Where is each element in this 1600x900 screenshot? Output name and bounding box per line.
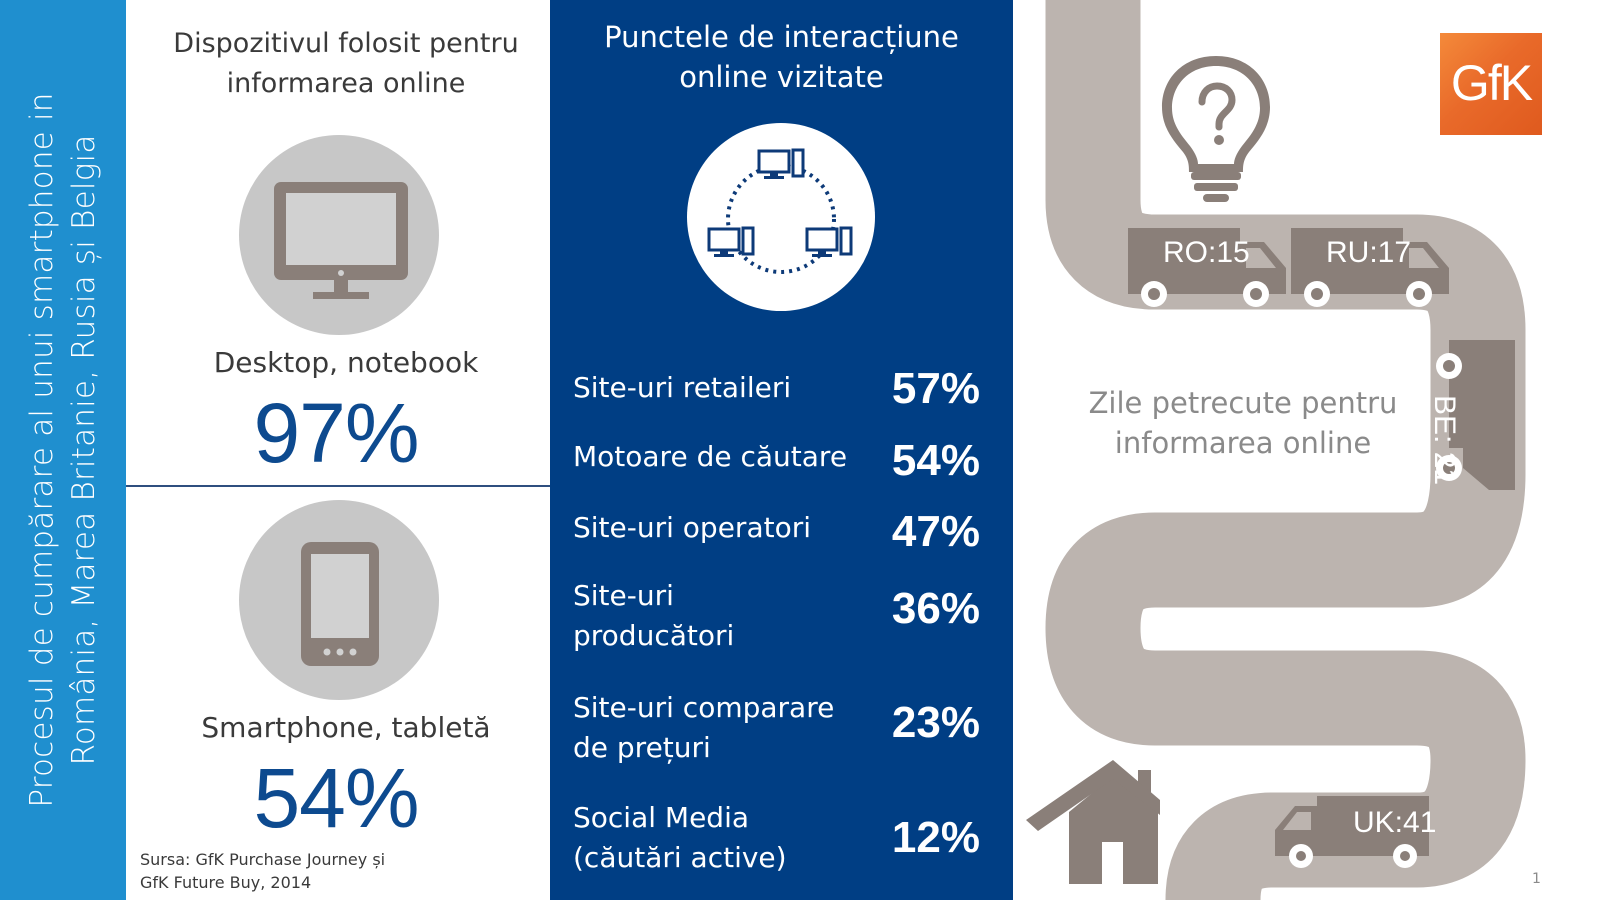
page-number: 1 bbox=[1532, 871, 1541, 887]
winding-road bbox=[1026, 0, 1526, 900]
touchpoint-label-line1: Motoare de căutare bbox=[573, 440, 848, 473]
journey-section: Zile petrecute pentru informarea online … bbox=[1013, 0, 1600, 900]
source-note: Sursa: GfK Purchase Journey și GfK Futur… bbox=[140, 848, 385, 894]
truck-ru-icon bbox=[1291, 228, 1449, 307]
journey-caption: Zile petrecute pentru informarea online bbox=[1073, 383, 1413, 463]
touchpoint-label-operators: Site-uri operatori bbox=[573, 508, 863, 548]
touchpoint-label-line2: producători bbox=[573, 619, 735, 652]
truck-label-uk: UK:41 bbox=[1353, 806, 1437, 839]
journey-caption-line2: informarea online bbox=[1114, 426, 1372, 460]
source-line2: GfK Future Buy, 2014 bbox=[140, 873, 312, 892]
gfk-logo: GfK bbox=[1440, 33, 1542, 135]
touchpoint-label-line1: Site-uri operatori bbox=[573, 511, 811, 544]
touchpoint-label-line1: Site-uri comparare bbox=[573, 691, 835, 724]
touchpoint-label-line1: Social Media bbox=[573, 801, 750, 834]
truck-label-ro: RO:15 bbox=[1163, 236, 1250, 269]
touchpoint-value-social-media: 12% bbox=[891, 813, 980, 862]
touchpoint-value-price-comparison: 23% bbox=[891, 698, 980, 747]
touchpoint-label-line2: (căutări active) bbox=[573, 841, 787, 874]
infographic-title-line2: România, Marea Britanie, Rusia și Belgia bbox=[66, 134, 102, 766]
touchpoints-title-line2: online vizitate bbox=[679, 60, 884, 94]
truck-uk-icon bbox=[1275, 796, 1429, 868]
touchpoint-label-retailers: Site-uri retaileri bbox=[573, 368, 863, 408]
touchpoint-label-line2: de prețuri bbox=[573, 731, 711, 764]
touchpoint-label-social-media: Social Media (căutări active) bbox=[573, 798, 863, 878]
computer-network-icon bbox=[707, 148, 853, 274]
touchpoint-value-search-engines: 54% bbox=[891, 436, 980, 485]
lightbulb-question-icon bbox=[1162, 56, 1270, 202]
truck-ro-icon bbox=[1128, 228, 1286, 307]
devices-section: Dispozitivul folosit pentru informarea o… bbox=[126, 0, 550, 900]
desktop-label: Desktop, notebook bbox=[213, 346, 479, 379]
section-divider bbox=[126, 485, 550, 487]
desktop-percentage: 97% bbox=[253, 386, 419, 480]
touchpoint-label-line1: Site-uri retaileri bbox=[573, 371, 792, 404]
mobile-label: Smartphone, tabletă bbox=[201, 711, 491, 744]
desktop-monitor-icon bbox=[274, 182, 408, 299]
journey-caption-line1: Zile petrecute pentru bbox=[1088, 386, 1398, 420]
mobile-percentage: 54% bbox=[253, 751, 419, 845]
truck-label-be: BE: 21 bbox=[1428, 395, 1461, 486]
title-strip: Procesul de cumpărare al unui smartphone… bbox=[0, 0, 126, 900]
house-icon bbox=[1026, 760, 1160, 884]
touchpoint-label-search-engines: Motoare de căutare bbox=[573, 437, 863, 477]
touchpoint-label-line1: Site-uri bbox=[573, 579, 674, 612]
gfk-logo-text: GfK bbox=[1450, 55, 1533, 111]
source-line1: Sursa: GfK Purchase Journey și bbox=[140, 850, 386, 869]
mobile-circle bbox=[239, 500, 439, 700]
devices-title-line1: Dispozitivul folosit pentru bbox=[173, 28, 519, 59]
touchpoints-title-line1: Punctele de interacțiune bbox=[604, 20, 959, 54]
touchpoints-title: Punctele de interacțiune online vizitate bbox=[550, 17, 1013, 97]
desktop-circle bbox=[239, 135, 439, 335]
truck-label-ru: RU:17 bbox=[1326, 236, 1412, 269]
touchpoint-value-retailers: 57% bbox=[891, 364, 980, 413]
infographic-title: Procesul de cumpărare al unui smartphone… bbox=[21, 10, 105, 890]
touchpoint-label-price-comparison: Site-uri comparare de prețuri bbox=[573, 688, 863, 768]
network-circle bbox=[687, 123, 875, 311]
infographic-title-line1: Procesul de cumpărare al unui smartphone… bbox=[24, 92, 60, 808]
touchpoints-section: Punctele de interacțiune online vizitate bbox=[550, 0, 1013, 900]
devices-title-line2: informarea online bbox=[226, 68, 466, 99]
touchpoint-value-operators: 47% bbox=[891, 507, 980, 556]
devices-title: Dispozitivul folosit pentru informarea o… bbox=[126, 24, 566, 104]
truck-be-icon bbox=[1436, 340, 1515, 490]
touchpoint-value-manufacturers: 36% bbox=[891, 584, 980, 633]
touchpoint-label-manufacturers: Site-uri producători bbox=[573, 576, 863, 656]
tablet-icon bbox=[301, 542, 379, 666]
